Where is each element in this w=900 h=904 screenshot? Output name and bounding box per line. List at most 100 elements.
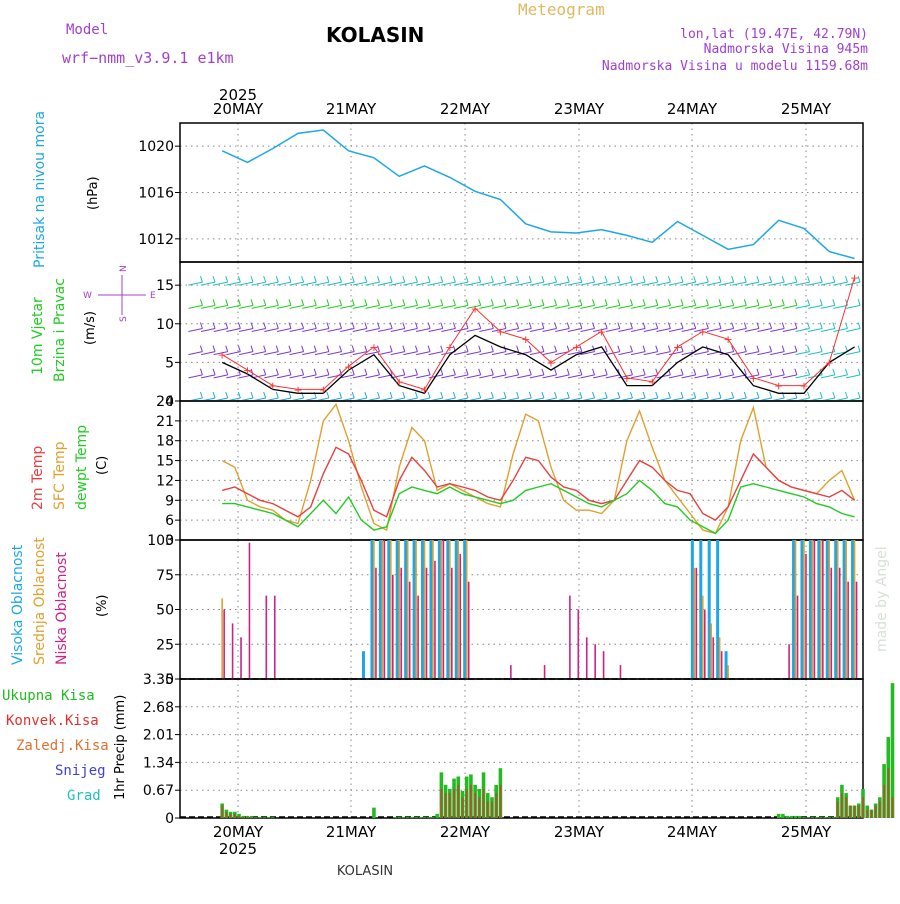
wind-axis-labels: 10m Vjetar Brzina i Pravac (m/s) N S W E <box>30 265 156 382</box>
wind-barb <box>327 328 342 332</box>
gust-marker: + <box>344 360 353 373</box>
precip-bar <box>393 817 397 818</box>
wind-barb <box>213 351 228 356</box>
wind-barb <box>466 374 481 379</box>
wind-barb <box>414 368 418 375</box>
wind-barb <box>313 368 317 375</box>
wind-barb <box>503 368 507 375</box>
year-top: 2025 <box>219 86 257 104</box>
wind-barb <box>617 299 621 306</box>
wind-barb <box>199 299 203 306</box>
wind-barb <box>719 281 734 286</box>
day-label: 21MAY <box>326 100 377 118</box>
wind-barb <box>302 374 317 379</box>
wind-barb <box>706 304 722 309</box>
conv-bar <box>499 784 502 818</box>
wind-barb <box>693 276 697 283</box>
wind-barb <box>769 368 773 375</box>
wind-barb <box>200 304 216 309</box>
wind-barb <box>302 281 317 286</box>
wind-barb <box>567 351 582 356</box>
wind-barb <box>542 281 557 286</box>
wind-barb <box>656 304 671 309</box>
wind-barb <box>794 345 798 352</box>
wind-barb <box>264 351 279 356</box>
wind-barb <box>377 345 380 352</box>
wind-barb <box>693 299 697 306</box>
precip-bar <box>806 817 810 818</box>
wind-barb <box>592 391 595 399</box>
wind-barb <box>795 304 810 309</box>
wind-barb <box>567 281 582 286</box>
wind-barb <box>655 299 659 306</box>
precip-bar <box>797 815 802 818</box>
wind-barb <box>781 368 785 375</box>
tick-label: 1.34 <box>143 755 174 771</box>
wind-barb <box>604 345 608 352</box>
wind-barb <box>377 299 380 306</box>
wind-barb <box>364 276 368 283</box>
wind-barb <box>465 299 469 306</box>
wind-barb <box>402 299 406 306</box>
wind-barb <box>529 374 545 379</box>
cloud-low-label: Niska Oblacnost <box>54 552 70 665</box>
wind-barb <box>718 368 722 375</box>
wind-barb <box>629 345 633 352</box>
wind-barb <box>667 391 671 399</box>
wind-barb <box>275 322 279 329</box>
wind-barb <box>517 351 532 356</box>
wind-barb <box>681 374 696 379</box>
wind-barb <box>452 299 456 306</box>
wind-barb <box>237 345 241 352</box>
compass-s: S <box>119 316 129 322</box>
day-label: 22MAY <box>440 823 491 841</box>
wind-barb <box>415 351 431 356</box>
wind-barb <box>555 374 570 379</box>
wind-barb <box>238 304 254 309</box>
wind-barb <box>212 345 216 352</box>
wind-barb <box>756 368 760 375</box>
wind-barb <box>680 345 684 352</box>
wind-barb <box>757 328 772 332</box>
conv-bar <box>866 809 869 818</box>
wind-barb <box>402 322 406 329</box>
wind-barb <box>744 328 760 332</box>
wind-barb <box>352 304 367 309</box>
precip-bar <box>431 817 435 818</box>
wind-barb <box>769 391 773 399</box>
day-label: 23MAY <box>554 100 605 118</box>
wind-barb <box>756 391 760 399</box>
wind-barb <box>617 345 621 352</box>
precip-snow-label: Snijeg <box>55 763 106 779</box>
wind-barb <box>567 374 582 379</box>
wind-barb <box>782 304 797 309</box>
gust-marker: + <box>268 380 277 393</box>
wind-barb <box>212 299 216 306</box>
wind-barb <box>465 368 469 375</box>
gust-marker: + <box>369 341 378 354</box>
temp-axis-labels: 2m Temp SFC Temp dewpt Temp (C) <box>30 425 110 510</box>
wind-barb <box>705 299 709 306</box>
wind-barb <box>504 304 519 309</box>
wind-barb <box>516 299 520 306</box>
wind-barb <box>339 276 343 283</box>
wind-barb <box>555 304 570 309</box>
wind-barb <box>541 322 545 329</box>
conv-bar <box>836 801 839 818</box>
wind-barb <box>618 304 633 309</box>
wind-barb <box>427 299 431 306</box>
wind-barb <box>781 299 785 306</box>
wind-barb <box>541 368 545 375</box>
wind-barb <box>845 299 848 306</box>
wind-barb <box>314 281 330 286</box>
conv-bar <box>474 793 477 818</box>
wind-barb <box>794 368 798 375</box>
wind-barb <box>479 374 494 379</box>
wind-barb <box>327 351 342 356</box>
tick-label: 1016 <box>138 186 174 202</box>
wind-barb <box>833 304 848 309</box>
day-label: 20MAY <box>213 100 264 118</box>
wind-barb <box>389 299 393 306</box>
wind-barb <box>667 299 671 306</box>
